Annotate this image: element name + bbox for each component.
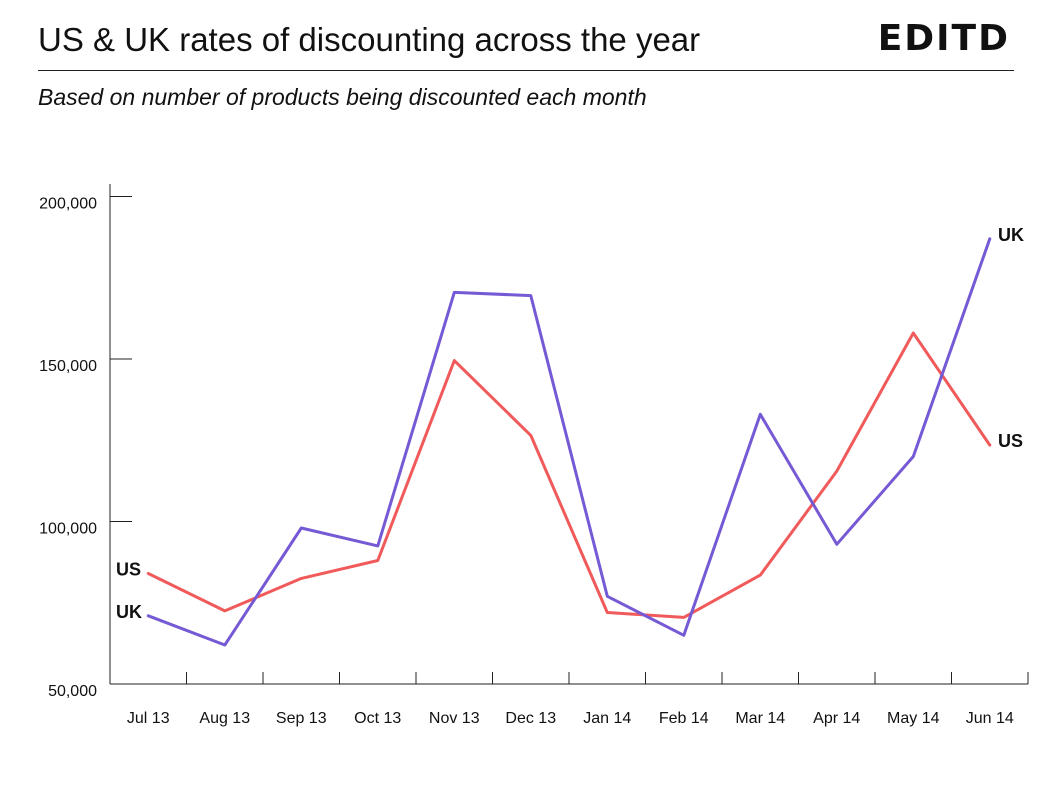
x-tick-label: Feb 14: [659, 710, 709, 727]
series-label-start-us: US: [116, 560, 141, 580]
editd-logo: EDITD: [877, 18, 1010, 59]
x-tick-label: Oct 13: [354, 710, 401, 727]
x-tick-label: Apr 14: [813, 710, 860, 727]
x-tick-label: Mar 14: [735, 710, 785, 727]
series-line-uk: [146, 237, 992, 647]
chart-series: [146, 237, 992, 647]
chart-ticks: 200,000 150,000 100,000 50,000 Jul 13 Aug 13 S…: [39, 196, 1029, 727]
x-tick-label: Sep 13: [276, 710, 327, 727]
chart-subtitle: Based on number of products being discou…: [38, 84, 647, 110]
chart-series-labels: US US UK UK: [116, 225, 1024, 622]
x-tick-label: May 14: [887, 710, 940, 727]
series-line-us: [146, 331, 992, 619]
y-tick-label: 50,000: [48, 683, 97, 700]
chart-title: US & UK rates of discounting across the …: [38, 21, 701, 58]
y-tick-label: 150,000: [39, 358, 97, 375]
x-tick-label: Jul 13: [127, 710, 170, 727]
series-label-end-us: US: [998, 431, 1023, 451]
x-tick-label: Dec 13: [505, 710, 556, 727]
x-tick-label: Aug 13: [199, 710, 250, 727]
series-label-start-uk: UK: [116, 602, 142, 622]
x-tick-label: Jun 14: [966, 710, 1014, 727]
x-tick-label: Jan 14: [583, 710, 631, 727]
chart-header: US & UK rates of discounting across the …: [38, 18, 1014, 71]
x-tick-label: Nov 13: [429, 710, 480, 727]
series-label-end-uk: UK: [998, 225, 1024, 245]
y-tick-label: 100,000: [39, 521, 97, 538]
y-tick-label: 200,000: [39, 196, 97, 213]
